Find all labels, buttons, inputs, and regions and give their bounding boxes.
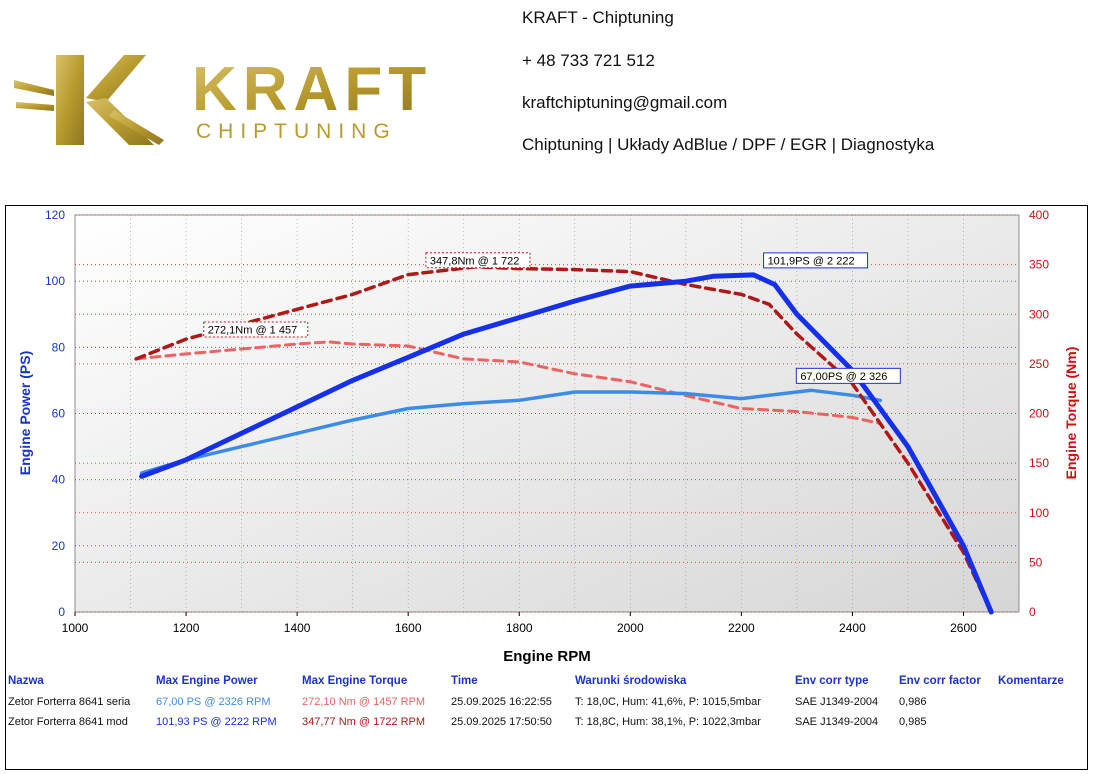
series-line-stock-power (139, 388, 882, 475)
annotation-label: 67,00PS @ 2 326 (800, 371, 887, 383)
email-address[interactable]: kraftchiptuning@gmail.com (522, 93, 728, 112)
x-tick-label: 1800 (506, 621, 533, 635)
y-right-tick-label: 150 (1029, 456, 1049, 470)
table-row-2-corr-type: SAE J1349-2004 (795, 716, 879, 728)
table-row-2-name: Zetor Forterra 8641 mod (8, 716, 128, 728)
annotation-label: 101,9PS @ 2 222 (768, 255, 855, 267)
x-tick-label: 1600 (395, 621, 422, 635)
header: KRAFT CHIPTUNING KRAFT - Chiptuning + 48… (0, 0, 1094, 190)
x-axis-label: Engine RPM (503, 648, 591, 665)
annotation-label: 347,8Nm @ 1 722 (430, 255, 519, 267)
y-right-tick-label: 200 (1029, 407, 1049, 421)
logo-chiptuning-text: CHIPTUNING (196, 120, 397, 143)
y-right-tick-label: 0 (1029, 605, 1036, 619)
company-name: KRAFT - Chiptuning (522, 8, 674, 27)
table-row-1-corr-factor: 0,986 (899, 696, 927, 708)
x-tick-label: 1400 (284, 621, 311, 635)
table-row-2-time: 25.09.2025 17:50:50 (451, 716, 552, 728)
y-right-tick-label: 300 (1029, 307, 1049, 321)
table-header-comments: Komentarze (998, 675, 1064, 687)
annotations: 347,8Nm @ 1 722 272,1Nm @ 1 457 101,9PS @ … (203, 252, 901, 384)
table-row-1-torque: 272,10 Nm @ 1457 RPM (302, 696, 426, 708)
gridlines (74, 214, 1020, 613)
table-header-torque: Max Engine Torque (302, 675, 408, 687)
table-header-name: Nazwa (8, 675, 44, 687)
y-left-tick-label: 20 (52, 539, 66, 553)
table-header-env: Warunki środowiska (575, 675, 687, 687)
table-row-2-env: T: 18,8C, Hum: 38,1%, P: 1022,3mbar (575, 716, 761, 728)
table-row-2-corr-factor: 0,985 (899, 716, 927, 728)
logo-kraft-text: KRAFT (192, 55, 432, 124)
table-row-1-power: 67,00 PS @ 2326 RPM (156, 696, 271, 708)
table-row-1-time: 25.09.2025 16:22:55 (451, 696, 552, 708)
y-left-tick-label: 40 (52, 473, 66, 487)
y-right-tick-label: 400 (1029, 208, 1049, 222)
y-axis-left-label: Engine Power (PS) (17, 351, 33, 475)
series-line-mod-torque (134, 265, 993, 614)
table-row-1-env: T: 18,0C, Hum: 41,6%, P: 1015,5mbar (575, 696, 761, 708)
x-tick-label: 2000 (617, 621, 644, 635)
y-right-tick-label: 50 (1029, 555, 1043, 569)
y-right-tick-label: 350 (1029, 258, 1049, 272)
kraft-logo: KRAFT CHIPTUNING (14, 55, 432, 145)
y-left-tick-label: 0 (58, 605, 65, 619)
table-header-corr-factor: Env corr factor (899, 675, 981, 687)
table-row-1-corr-type: SAE J1349-2004 (795, 696, 879, 708)
table-row-2-torque: 347,77 Nm @ 1722 RPM (302, 716, 426, 728)
chart-frame (5, 205, 1088, 770)
x-tick-label: 2600 (950, 621, 977, 635)
annotation-box (425, 252, 531, 269)
annotation-box (203, 321, 309, 338)
table-header-power: Max Engine Power (156, 675, 258, 687)
x-tick-label: 2200 (728, 621, 755, 635)
table-header-time: Time (451, 675, 478, 687)
y-left-tick-label: 100 (45, 274, 65, 288)
y-left-tick-label: 60 (52, 407, 66, 421)
k-emblem-icon (14, 55, 164, 145)
y-right-tick-label: 250 (1029, 357, 1049, 371)
series-line-stock-torque (134, 340, 882, 425)
dyno-chart: 1000 1200 1400 1600 1800 2000 2200 2400 26000204… (17, 208, 1079, 665)
annotation-box (763, 252, 869, 269)
table-header-corr-type: Env corr type (795, 675, 869, 687)
axes: 1000 1200 1400 1600 1800 2000 2200 2400 26000204… (45, 208, 1049, 635)
y-right-tick-label: 100 (1029, 506, 1049, 520)
x-tick-label: 1200 (173, 621, 200, 635)
annotation-label: 272,1Nm @ 1 457 (208, 324, 297, 336)
table-row-2-power: 101,93 PS @ 2222 RPM (156, 716, 277, 728)
y-left-tick-label: 80 (52, 340, 66, 354)
x-tick-label: 2400 (839, 621, 866, 635)
table-row-1-name: Zetor Forterra 8641 seria (8, 696, 131, 708)
annotation-box (795, 367, 901, 384)
y-left-tick-label: 120 (45, 208, 65, 222)
services-list: Chiptuning | Układy AdBlue / DPF / EGR |… (522, 135, 935, 154)
y-axis-right-label: Engine Torque (Nm) (1063, 347, 1079, 480)
phone-number[interactable]: + 48 733 721 512 (522, 51, 655, 70)
x-tick-label: 1000 (62, 621, 89, 635)
